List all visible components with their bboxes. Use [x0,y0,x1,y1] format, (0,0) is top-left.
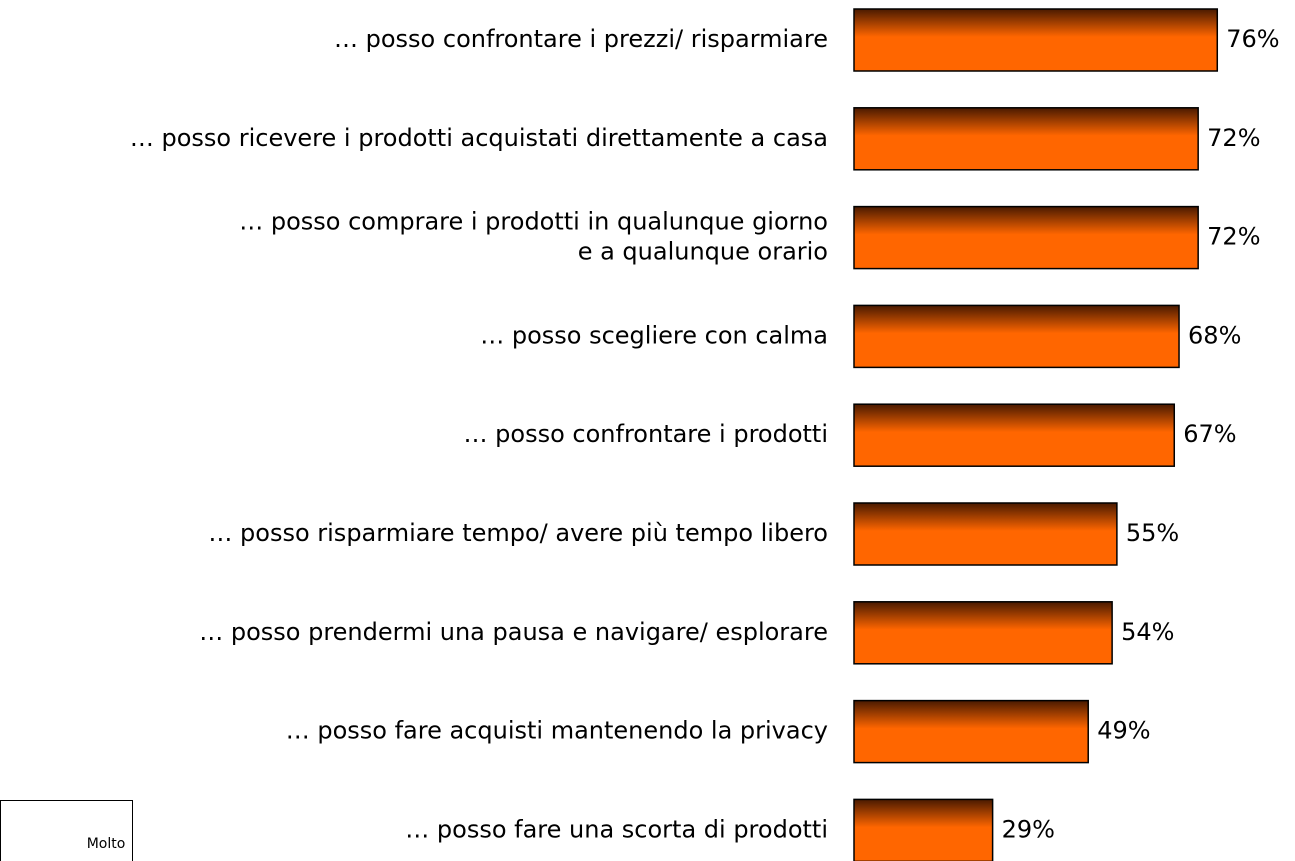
value-label: 72% [1207,124,1260,152]
category-label: … posso ricevere i prodotti acquistati d… [130,124,828,152]
bar [853,205,1199,270]
value-label: 29% [1002,815,1055,843]
legend-label: Molto [87,836,126,852]
value-label: 76% [1226,25,1279,53]
value-label: 68% [1188,321,1241,349]
category-label: … posso fare acquisti mantenendo la priv… [286,717,828,745]
category-label: … posso confrontare i prezzi/ risparmiar… [334,25,828,53]
bar [853,601,1113,665]
value-label: 55% [1126,519,1179,547]
legend-box [0,800,133,861]
category-label: … posso confrontare i prodotti [464,420,828,448]
value-label: 67% [1183,420,1236,448]
category-label: … posso prendermi una pausa e navigare/ … [199,618,828,646]
category-label: … posso scegliere con calma [480,321,828,349]
bar [853,798,994,861]
value-label: 54% [1121,618,1174,646]
category-label: … posso fare una scorta di prodotti [405,815,828,843]
bar [853,107,1199,171]
bar [853,304,1180,369]
category-label: … posso comprare i prodotti in qualunque… [239,208,828,266]
bar [853,502,1118,566]
value-label: 49% [1097,717,1150,745]
bar [853,699,1089,764]
value-label: 72% [1207,223,1260,251]
bar [853,403,1176,467]
category-label: … posso risparmiare tempo/ avere più tem… [208,519,828,547]
bar [853,8,1219,72]
